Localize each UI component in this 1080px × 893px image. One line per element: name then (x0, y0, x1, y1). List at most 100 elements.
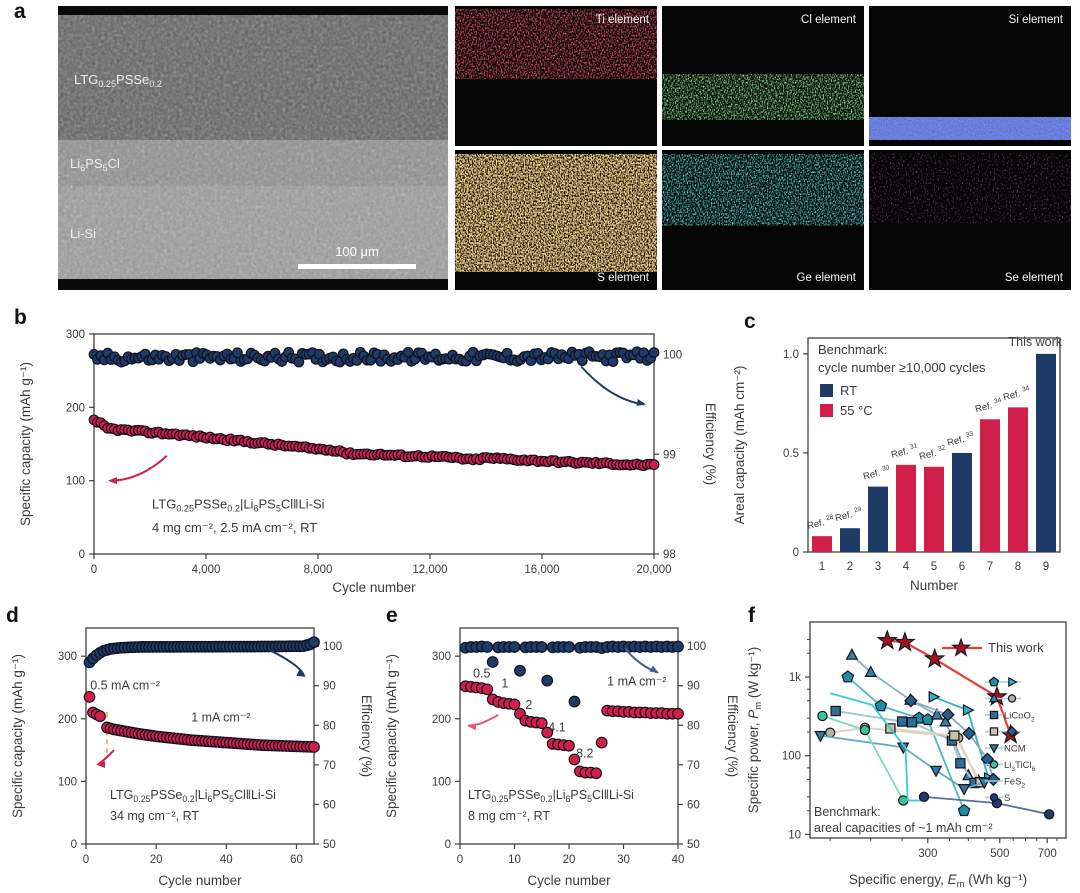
bar-ref-label: Ref. 30 (862, 464, 892, 482)
legend-this-work-label: This work (988, 640, 1044, 655)
legend-material-label: FeS2 (1004, 777, 1025, 790)
panel-f-xlabel: Specific energy, Em (Wh kg⁻¹) (849, 872, 1027, 890)
panel-d-cycling-chart: 0 20 40 60 0 100 200 300 50 60 70 80 90 100 Cycle numb… (2, 602, 376, 893)
panel-b-svg: 0 4,000 8,000 12,000 16,000 20,000 0 100 200 300 9… (18, 329, 718, 595)
svg-text:700: 700 (1038, 848, 1057, 860)
svg-text:300: 300 (66, 329, 85, 341)
panel-d-xlabel: Cycle number (158, 873, 242, 888)
eds-map-label: Cl element (801, 14, 857, 26)
svg-text:2: 2 (847, 561, 853, 573)
panel-d-cell-label: LTG0.25PSSe0.2|Li6PS5Cl‖Li-Si (110, 788, 276, 804)
svg-text:200: 200 (58, 714, 77, 726)
series-fes2 (829, 692, 926, 802)
legend-material-label: S (1004, 793, 1010, 804)
svg-text:10: 10 (508, 854, 521, 866)
scale-bar (298, 264, 416, 269)
bar-7 (980, 419, 1000, 552)
series-specific-capacity (83, 690, 320, 753)
rate-label: 1 (501, 676, 508, 690)
svg-text:8: 8 (1015, 561, 1021, 573)
svg-text:0: 0 (793, 547, 799, 559)
legend-materials: LiCoO2 NCM Li3TiCl6 FeS2 S (985, 676, 1036, 804)
svg-text:300: 300 (432, 651, 451, 663)
rate-label: 1 mA cm⁻² (191, 710, 250, 724)
panel-e-svg: 0 10 20 30 40 0 100 200 300 50 60 70 80 90 100 Cycle nu… (384, 627, 740, 888)
legend-material-label: LiCoO2 (1004, 711, 1035, 724)
sem-layer-label-cathode: LTG0.25PSSe0.2 (74, 72, 162, 89)
panel-e-cell-label: LTG0.25PSSe0.2|Li6PS5Cl‖Li-Si (468, 788, 634, 804)
bar-6 (952, 452, 972, 552)
legend-swatch-RT (820, 384, 833, 397)
svg-text:4: 4 (903, 561, 910, 573)
legend-material-label: Li3TiCl6 (1004, 760, 1036, 773)
legend-item-label: RT (840, 383, 857, 398)
rate-label: 0.5 mA cm⁻² (90, 678, 160, 692)
bar-3 (868, 486, 888, 552)
panel-f-ragone-plot: 300 500 700 10 100 1k Specific energy, Em (Wh … (742, 602, 1080, 893)
panel-e-ylabel-left: Specific capacity (mAh g⁻¹) (384, 654, 399, 818)
legend-material-label: NCM (1004, 744, 1026, 755)
svg-text:4,000: 4,000 (192, 564, 221, 576)
svg-text:1: 1 (819, 561, 825, 573)
svg-text:99: 99 (663, 449, 676, 461)
panel-c-benchmark-bar-chart: 0 0.5 1.0 1 Ref. 28 2 Ref. 29 3 Ref. 30 4 Ref. 31 5… (722, 302, 1074, 600)
panel-e-xlabel: Cycle number (527, 873, 611, 888)
svg-text:7: 7 (987, 561, 993, 573)
svg-text:80: 80 (323, 720, 336, 732)
eds-map-se: Se element (869, 150, 1071, 290)
svg-text:80: 80 (687, 720, 700, 732)
eds-map-cl: Cl element (662, 6, 864, 146)
svg-text:100: 100 (432, 776, 451, 788)
svg-text:100: 100 (782, 751, 801, 763)
svg-text:5: 5 (931, 561, 937, 573)
panel-label-a: a (14, 0, 26, 23)
bar-ref-label: Ref. 34 (1002, 385, 1032, 403)
eds-map-label: Se element (1005, 272, 1064, 284)
legend-item-label: 55 °C (840, 403, 873, 418)
svg-text:0: 0 (457, 854, 463, 866)
panel-label-d: d (6, 604, 19, 627)
sem-layer-label-electrolyte: Li6PS5Cl (70, 156, 120, 173)
panel-a-micrographs: LTG0.25PSSe0.2 Li6PS5Cl Li-Si 100 μm Ti elem… (58, 6, 1074, 292)
rate-label: 2 (525, 698, 532, 712)
series-efficiency (88, 346, 660, 368)
bar-ref-label: Ref. 29 (834, 506, 864, 524)
bar-ref-label: Ref. 32 (918, 444, 948, 462)
bar-5 (924, 466, 944, 552)
bar-ref-label: Ref. 34 (974, 397, 1004, 415)
panel-c-xlabel: Number (910, 578, 959, 593)
svg-text:70: 70 (687, 760, 700, 772)
svg-text:98: 98 (663, 549, 676, 561)
panel-b-ylabel-right: Efficiency (%) (703, 403, 718, 485)
svg-text:20,000: 20,000 (636, 564, 671, 576)
svg-text:16,000: 16,000 (524, 564, 559, 576)
svg-text:60: 60 (290, 854, 303, 866)
series-licoo2 (830, 705, 980, 789)
svg-text:20: 20 (150, 854, 163, 866)
bar-ref-label: Ref. 31 (890, 442, 920, 460)
svg-text:10: 10 (788, 829, 801, 841)
panel-d-ylabel-left: Specific capacity (mAh g⁻¹) (10, 654, 25, 818)
svg-text:300: 300 (58, 651, 77, 663)
svg-text:70: 70 (323, 760, 336, 772)
svg-text:12,000: 12,000 (412, 564, 447, 576)
eds-map-ti: Ti element (455, 6, 657, 146)
bar-1 (812, 536, 832, 552)
series-specific-capacity (88, 414, 660, 472)
svg-text:100: 100 (58, 776, 77, 788)
bar-9 (1036, 353, 1056, 552)
this-work-label: This work (1009, 335, 1063, 349)
svg-text:200: 200 (432, 714, 451, 726)
svg-text:9: 9 (1043, 561, 1049, 573)
svg-text:0.5: 0.5 (783, 448, 799, 460)
panel-d-conditions-label: 34 mg cm⁻², RT (110, 809, 199, 823)
svg-text:1.0: 1.0 (783, 349, 799, 361)
svg-text:200: 200 (66, 402, 85, 414)
svg-text:30: 30 (617, 854, 630, 866)
bar-8 (1008, 407, 1028, 552)
svg-text:50: 50 (323, 839, 336, 851)
panel-b-ylabel-left: Specific capacity (mAh g⁻¹) (18, 362, 33, 526)
eds-map-ge: Ge element (662, 150, 864, 290)
svg-text:40: 40 (672, 854, 685, 866)
eds-map-label: Si element (1009, 14, 1064, 26)
